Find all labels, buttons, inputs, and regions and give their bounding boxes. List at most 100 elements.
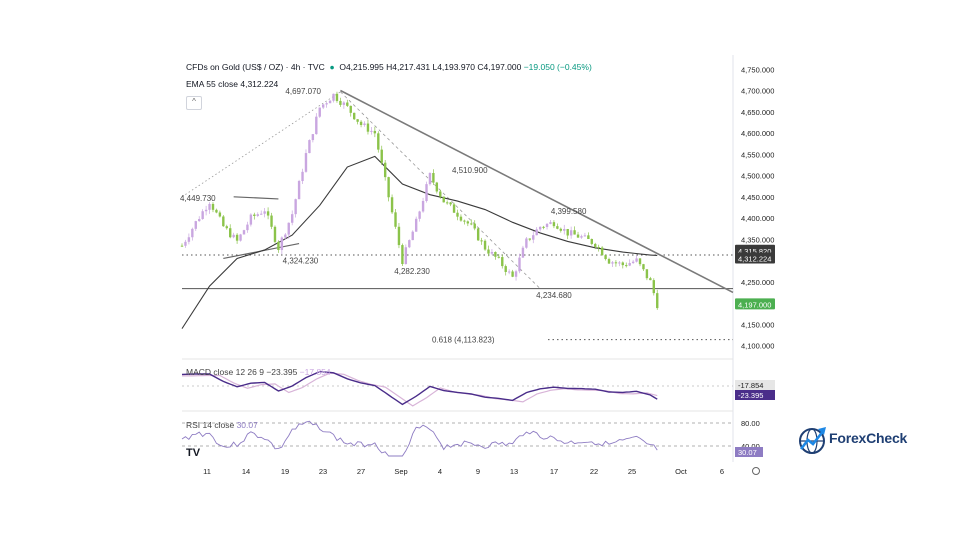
candle-body: [625, 265, 628, 267]
candle-body: [521, 247, 525, 258]
price-annotation: 4,399.580: [551, 207, 587, 216]
candle-body: [325, 103, 328, 105]
price-annotation: 0.618 (4,113.823): [432, 336, 495, 345]
x-tick-label: 23: [319, 467, 327, 476]
candle-body: [494, 251, 497, 257]
x-tick-label: Sep: [394, 467, 407, 476]
candle-body: [225, 226, 228, 229]
candle-body: [273, 226, 277, 242]
candle-body: [597, 246, 600, 248]
candle-body: [315, 116, 318, 135]
macd-label: MACD close 12 26 9: [186, 367, 264, 377]
candle-body: [359, 121, 363, 125]
candle-body: [528, 238, 532, 240]
candle-body: [535, 229, 538, 236]
candle-body: [270, 215, 273, 227]
candle-body: [201, 211, 204, 220]
candle-body: [291, 214, 294, 223]
candle-body: [304, 153, 308, 172]
macd-signal-line: [182, 372, 658, 407]
candle-body: [483, 240, 487, 250]
candle-body: [421, 200, 425, 212]
low-value: L4,193.970: [432, 62, 476, 72]
candle-body: [501, 257, 504, 267]
collapse-legend-button[interactable]: ^: [186, 96, 202, 110]
candle-body: [356, 119, 359, 122]
candle-body: [191, 228, 194, 238]
candle-body: [404, 247, 408, 265]
candle-body: [428, 173, 432, 185]
candle-body: [363, 123, 366, 125]
candle-body: [656, 293, 659, 309]
candle-body: [280, 237, 284, 251]
price-tag-bg: [735, 298, 775, 310]
y-tick-label: 4,600.000: [741, 129, 774, 138]
x-tick-label: 13: [510, 467, 518, 476]
candle-body: [452, 204, 456, 213]
candle-body: [573, 230, 576, 235]
candle-body: [294, 199, 297, 215]
candle-body: [380, 149, 383, 163]
x-tick-label: 11: [203, 467, 211, 476]
candle-body: [246, 224, 249, 231]
chart-header: CFDs on Gold (US$ / OZ) · 4h · TVC ● O4,…: [186, 62, 592, 72]
x-tick-label: 6: [720, 467, 724, 476]
x-tick-label: Oct: [675, 467, 688, 476]
candle-body: [397, 226, 401, 246]
x-tick-label: 25: [628, 467, 636, 476]
candle-body: [432, 173, 435, 183]
x-tick-label: 17: [550, 467, 558, 476]
rsi-tag-label: 30.07: [738, 448, 757, 457]
price-annotation: 4,697.070: [285, 87, 321, 96]
candle-body: [449, 202, 452, 205]
candle-body: [487, 249, 490, 254]
candle-body: [318, 107, 321, 117]
candle-body: [604, 255, 607, 260]
candle-body: [569, 230, 573, 236]
ema-line: [181, 155, 658, 329]
x-tick-label: 19: [281, 467, 289, 476]
candle-body: [511, 271, 514, 277]
candle-body: [328, 100, 332, 104]
candle-body: [411, 231, 414, 241]
candle-body: [284, 234, 287, 238]
candle-body: [566, 228, 569, 236]
ema-legend: EMA 55 close 4,312.224: [186, 79, 278, 89]
price-annotation: 4,510.900: [452, 166, 488, 175]
rsi-legend: RSI 14 close 30.07: [186, 420, 258, 430]
y-tick-label: 4,650.000: [741, 108, 774, 117]
candle-body: [649, 278, 652, 281]
candle-body: [490, 251, 494, 254]
macd-legend: MACD close 12 26 9 −23.395 −17.854: [186, 367, 331, 377]
price-annotation: 4,234.680: [536, 291, 572, 300]
candle-body: [583, 235, 587, 237]
x-tick-label: 14: [242, 467, 250, 476]
rsi-tag-bg: [735, 447, 763, 457]
candle-body: [287, 222, 290, 235]
candle-body: [580, 236, 583, 238]
candle-body: [335, 93, 339, 101]
candle-body: [414, 218, 418, 232]
candle-body: [594, 243, 597, 247]
candle-body: [518, 257, 521, 272]
candle-body: [532, 235, 535, 240]
candle-body: [442, 196, 445, 203]
symbol-title: CFDs on Gold (US$ / OZ) · 4h · TVC: [186, 62, 325, 72]
ema-value: 4,312.224: [240, 79, 279, 89]
change-value: −19.050 (−0.45%): [523, 62, 592, 72]
candle-body: [576, 234, 580, 238]
x-tick-label: 9: [476, 467, 480, 476]
fib-guide-line: [181, 91, 341, 198]
candle-body: [204, 209, 208, 212]
candle-body: [321, 104, 325, 108]
candle-body: [383, 162, 387, 178]
price-tag-bg: [735, 252, 775, 264]
candle-body: [373, 130, 377, 134]
macd-tag-bg: [735, 380, 775, 390]
close-value: C4,197.000: [477, 62, 522, 72]
candle-body: [614, 262, 618, 264]
candle-body: [208, 203, 211, 210]
candle-body: [235, 234, 239, 241]
